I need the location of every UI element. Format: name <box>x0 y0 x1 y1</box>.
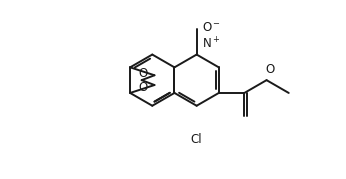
Text: O$^-$: O$^-$ <box>202 21 220 35</box>
Text: O: O <box>265 63 274 76</box>
Text: N$^+$: N$^+$ <box>202 36 220 52</box>
Text: O: O <box>138 67 148 80</box>
Text: O: O <box>138 81 148 93</box>
Text: Cl: Cl <box>191 133 202 146</box>
